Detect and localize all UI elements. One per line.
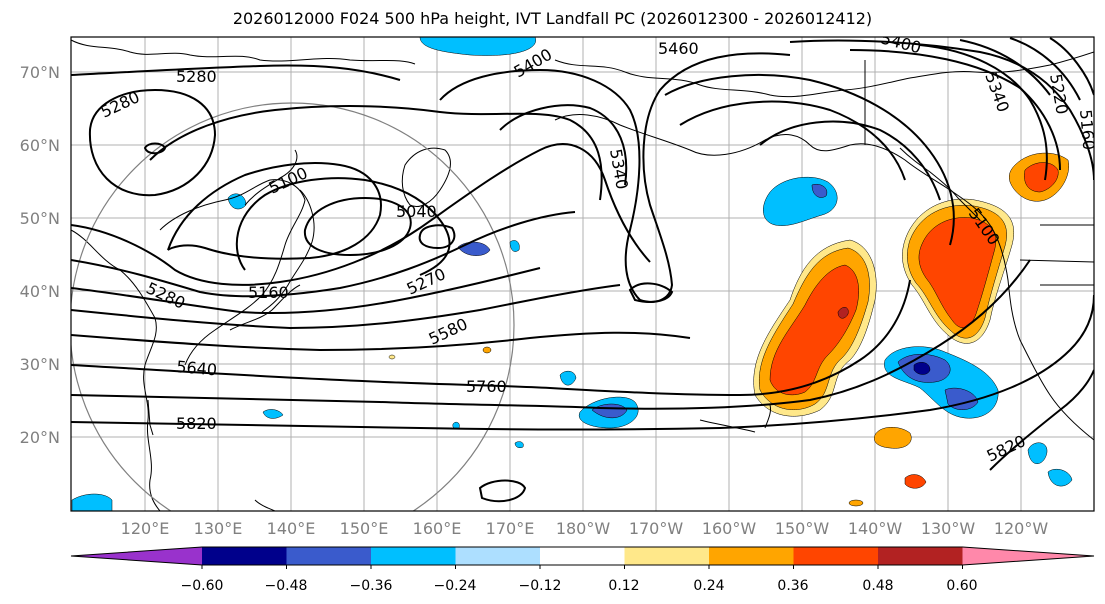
contour-label: 5160 [248,283,289,302]
colorbar-tick-label: −0.60 [181,578,224,594]
contour-label: 5160 [1076,109,1098,151]
colorbar-tick-label: −0.12 [519,578,562,594]
ivt-shading [71,37,1073,511]
lon-label: 170°E [486,519,535,538]
longitude-labels: 120°E 130°E 140°E 150°E 160°E 170°E 180°… [121,519,1049,538]
lon-label: 140°E [267,519,316,538]
contour-label: 5820 [176,414,217,433]
colorbar-tick-label: 0.36 [777,578,808,594]
colorbar-segment [709,547,794,565]
contour-label: 5280 [176,67,217,86]
colorbar-segment [793,547,878,565]
lat-label: 20°N [20,428,60,447]
graticule [71,37,1094,511]
lon-label: 160°W [702,519,757,538]
lon-label: 180°W [556,519,611,538]
lat-label: 30°N [20,355,60,374]
lon-label: 130°W [921,519,976,538]
latitude-labels: 70°N 60°N 50°N 40°N 30°N 20°N [20,63,60,447]
contour-label: 5040 [396,202,437,221]
map-title: 2026012000 F024 500 hPa height, IVT Land… [232,9,873,28]
lon-label: 150°E [340,519,389,538]
colorbar-tick-label: 0.24 [693,578,724,594]
lon-label: 140°W [848,519,903,538]
colorbar-segment [624,547,709,565]
reference-circle [71,102,515,511]
colorbar-segments [70,546,1095,566]
map-frame [70,36,1095,512]
lon-label: 150°W [775,519,830,538]
contour-label: 5460 [658,39,699,58]
colorbar-tick-label: 0.48 [862,578,893,594]
lat-label: 40°N [20,282,60,301]
lon-label: 120°E [121,519,170,538]
colorbar-segment [202,547,287,565]
colorbar: −0.60 −0.48 −0.36 −0.24 −0.12 0.12 0.24 … [70,546,1095,594]
colorbar-segment [540,547,625,565]
contour-label: 5760 [466,377,507,396]
colorbar-segment [962,547,1094,565]
lon-label: 170°W [629,519,684,538]
colorbar-tick-labels: −0.60 −0.48 −0.36 −0.24 −0.12 0.12 0.24 … [181,578,978,594]
lon-label: 130°E [194,519,243,538]
colorbar-tick-label: −0.24 [434,578,477,594]
colorbar-segment [455,547,540,565]
map-panel: 5280 5280 5400 5460 5400 5100 5040 5340 … [71,37,1098,511]
colorbar-segment [286,547,371,565]
height-contours [71,37,1094,503]
colorbar-tick-label: −0.48 [265,578,308,594]
colorbar-segment [371,547,456,565]
colorbar-tick-label: 0.60 [946,578,977,594]
colorbar-segment [878,547,963,565]
lon-label: 160°E [413,519,462,538]
colorbar-ticks [201,565,963,569]
lat-label: 50°N [20,209,60,228]
colorbar-segment [71,547,202,565]
lat-label: 60°N [20,136,60,155]
colorbar-tick-label: −0.36 [350,578,393,594]
contour-label: 5640 [176,357,218,379]
colorbar-tick-label: 0.12 [608,578,639,594]
lat-label: 70°N [20,63,60,82]
lon-label: 120°W [994,519,1049,538]
